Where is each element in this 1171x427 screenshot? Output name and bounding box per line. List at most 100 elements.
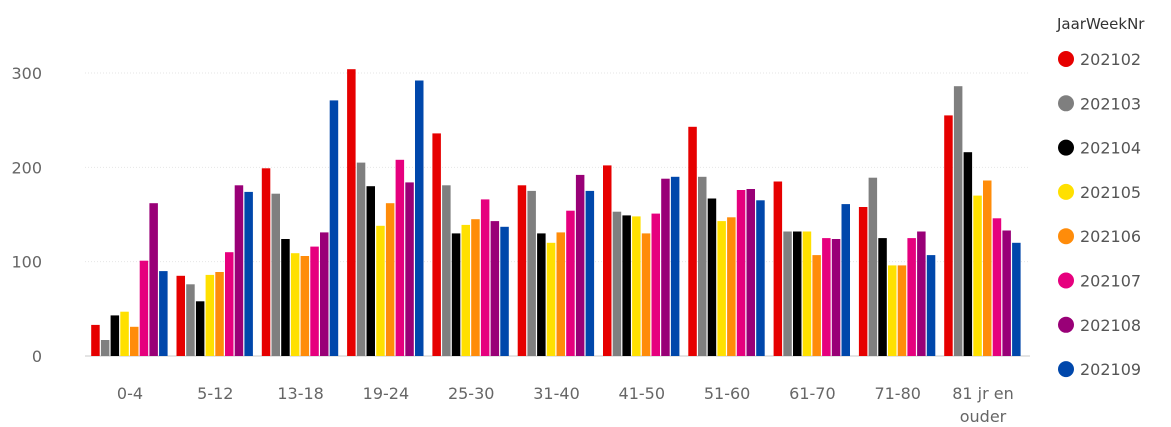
bar: [139, 260, 149, 356]
bar: [983, 180, 992, 356]
bar: [480, 199, 490, 356]
y-axis: 0 100 200 300: [11, 64, 42, 366]
bar: [670, 176, 680, 356]
legend-item-label: 202108: [1080, 316, 1141, 335]
legend-swatch: [1058, 272, 1074, 289]
bar: [717, 221, 726, 356]
y-tick-label: 300: [11, 64, 42, 83]
bar: [415, 80, 424, 356]
x-tick-label: 61-70: [789, 384, 836, 403]
bar: [831, 239, 841, 356]
bar: [888, 265, 897, 356]
bar: [461, 224, 470, 356]
bar: [963, 152, 973, 356]
bar: [244, 191, 253, 356]
bar: [783, 231, 792, 356]
bar: [225, 252, 234, 356]
legend-swatch: [1058, 361, 1074, 378]
legend-swatch: [1058, 51, 1074, 67]
bar: [944, 115, 953, 357]
bar: [195, 301, 205, 356]
bar: [500, 226, 509, 356]
bar: [451, 233, 461, 356]
legend-swatch: [1058, 183, 1074, 200]
bar: [585, 190, 595, 356]
bar: [1002, 230, 1011, 356]
bar: [366, 186, 375, 356]
bar: [347, 69, 356, 356]
bar: [215, 272, 224, 356]
legend: JaarWeekNr 202102 202103 202104 202105 20210…: [1056, 15, 1145, 379]
bar: [661, 178, 670, 356]
x-axis: 0-4 5-12 13-18 19-24 25-30 31-40 41-50 51-60 61-…: [117, 384, 1014, 426]
bar: [841, 204, 850, 356]
bar: [878, 238, 887, 356]
bar: [376, 225, 385, 356]
bar: [746, 189, 755, 356]
bar: [575, 174, 585, 356]
bar: [537, 233, 546, 356]
x-tick-label: 31-40: [533, 384, 580, 403]
bar: [651, 213, 660, 356]
bar: [793, 231, 802, 356]
bar: [907, 238, 916, 356]
bar: [736, 190, 746, 356]
bar: [91, 324, 100, 356]
bar: [432, 133, 441, 356]
bar: [517, 185, 527, 356]
x-tick-label: 41-50: [619, 384, 666, 403]
bar: [698, 176, 707, 356]
bar: [149, 203, 158, 356]
x-tick-label: 0-4: [117, 384, 143, 403]
bar: [727, 217, 736, 356]
y-tick-label: 100: [11, 253, 42, 272]
bar: [707, 198, 717, 356]
bar: [329, 100, 339, 357]
y-tick-label: 200: [11, 158, 42, 177]
bar: [271, 193, 280, 356]
bar: [310, 246, 319, 356]
bar: [926, 255, 936, 356]
bar: [261, 168, 271, 356]
bar: [822, 238, 831, 356]
bar: [281, 239, 290, 356]
bar: [688, 126, 697, 356]
bars: [91, 69, 1021, 357]
x-tick-label: 13-18: [277, 384, 324, 403]
legend-item-label: 202109: [1080, 360, 1141, 379]
y-tick-label: 0: [32, 347, 42, 366]
legend-item-label: 202105: [1080, 183, 1141, 202]
bar: [405, 182, 414, 356]
bar: [756, 200, 765, 356]
legend-item-label: 202102: [1080, 50, 1141, 69]
bar: [992, 218, 1002, 356]
bar: [205, 274, 215, 356]
legend-swatch: [1058, 95, 1074, 112]
legend-item-label: 202103: [1080, 94, 1141, 113]
bar: [858, 207, 868, 356]
bar: [385, 203, 395, 356]
bar: [632, 216, 641, 356]
bar: [471, 219, 480, 356]
bar: [110, 315, 120, 356]
bar: [868, 177, 878, 356]
legend-swatch: [1058, 228, 1074, 245]
bar: [556, 232, 565, 356]
legend-item-label: 202107: [1080, 272, 1141, 291]
bar: [300, 256, 310, 356]
bar: [641, 233, 651, 356]
legend-swatch: [1058, 139, 1074, 156]
bar: [120, 311, 129, 356]
bar: [234, 185, 244, 356]
bar: [395, 159, 405, 356]
bar: [773, 181, 783, 356]
bar: [490, 221, 500, 356]
bar: [320, 232, 329, 356]
bar: [176, 275, 185, 356]
bar: [973, 195, 982, 356]
bar: [356, 162, 366, 356]
bar: [612, 211, 622, 356]
x-tick-label: 25-30: [448, 384, 495, 403]
bar: [186, 284, 195, 356]
